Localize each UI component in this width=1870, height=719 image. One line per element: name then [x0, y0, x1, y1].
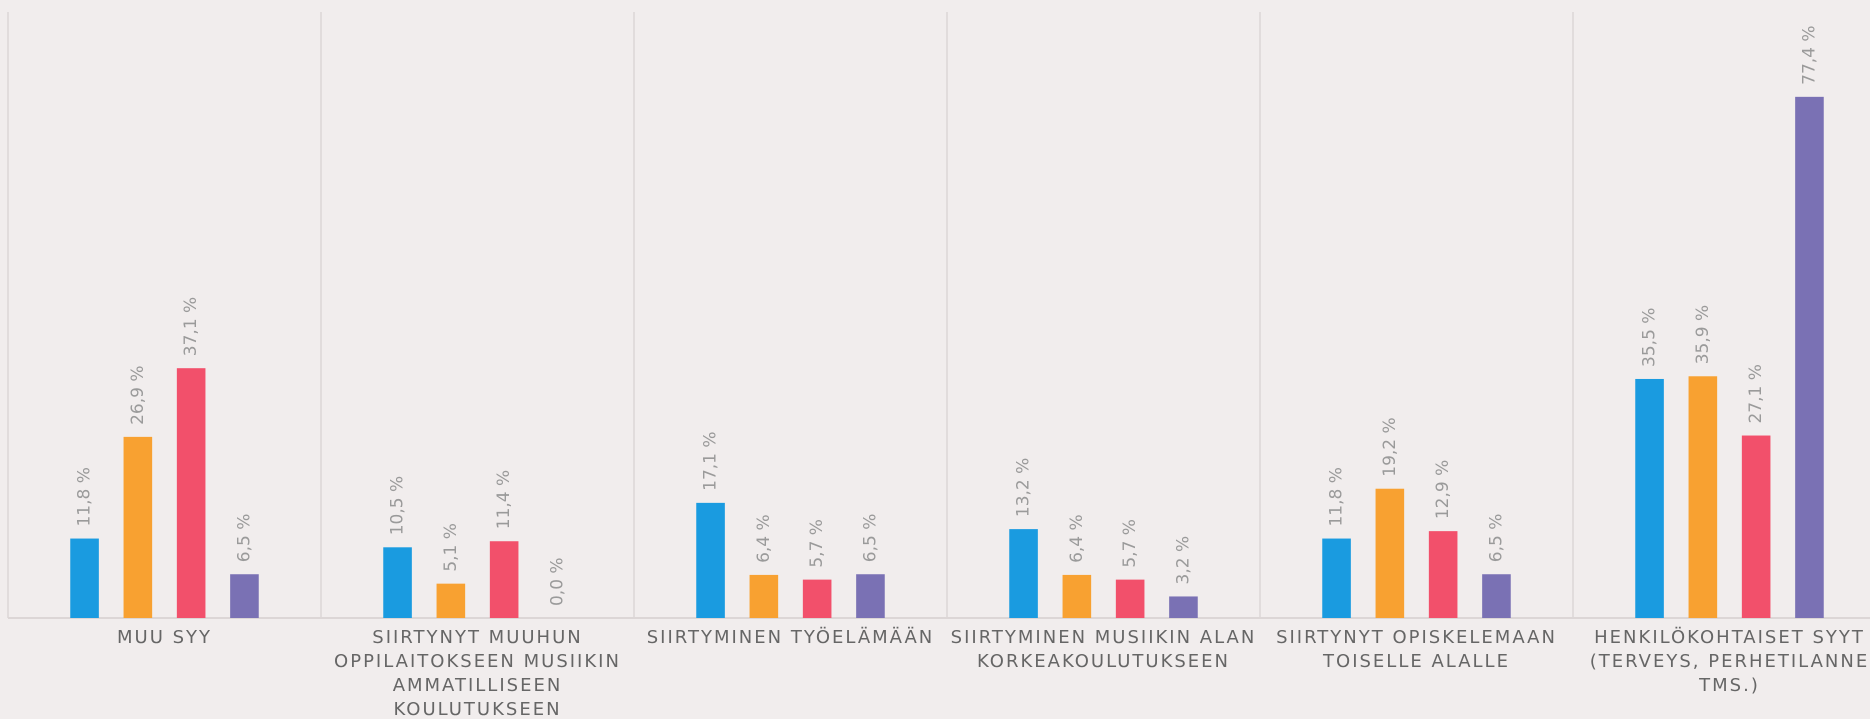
value-label: 3,2 % — [1173, 536, 1193, 585]
value-label: 0,0 % — [547, 557, 567, 606]
bar — [70, 538, 99, 618]
value-label: 37,1 % — [181, 297, 201, 356]
value-label: 11,8 % — [1327, 467, 1347, 526]
value-label: 27,1 % — [1746, 364, 1766, 423]
value-label: 11,8 % — [75, 467, 95, 526]
value-label: 35,9 % — [1693, 305, 1713, 364]
x-tick-label: HENKILÖKOHTAISET SYYT (TERVEYS, PERHETIL… — [1589, 627, 1870, 696]
bar — [1688, 376, 1718, 618]
bar — [802, 579, 832, 618]
bar — [176, 368, 206, 618]
value-label: 10,5 % — [388, 476, 408, 535]
bar — [1375, 488, 1405, 618]
value-label: 5,7 % — [1120, 519, 1140, 568]
x-tick-label: SIIRTYMINEN TYÖELÄMÄÄN — [646, 627, 935, 648]
value-label: 17,1 % — [701, 431, 721, 490]
bar — [1741, 435, 1771, 618]
bar — [1322, 538, 1351, 618]
value-label: 6,4 % — [754, 514, 774, 563]
bar — [1062, 574, 1092, 618]
bar — [489, 541, 519, 618]
bar — [230, 574, 259, 618]
bar — [696, 502, 725, 618]
bar — [749, 574, 779, 618]
value-label: 6,5 % — [234, 514, 254, 563]
x-tick-label: SIIRTYMINEN MUSIIKIN ALAN KORKEAKOULUTUK… — [950, 627, 1257, 672]
bar — [1115, 579, 1145, 618]
bar — [1169, 596, 1198, 618]
value-label: 6,5 % — [1486, 514, 1506, 563]
value-label: 19,2 % — [1380, 417, 1400, 476]
bar — [1428, 531, 1458, 618]
value-label: 12,9 % — [1433, 460, 1453, 519]
value-label: 11,4 % — [494, 470, 514, 529]
value-label: 5,7 % — [807, 519, 827, 568]
bar — [383, 547, 412, 618]
value-label: 35,5 % — [1640, 308, 1660, 367]
bar — [1009, 529, 1038, 618]
value-label: 26,9 % — [128, 365, 148, 424]
bar — [856, 574, 885, 618]
value-label: 13,2 % — [1014, 458, 1034, 517]
x-tick-label: MUU SYY — [116, 627, 213, 648]
bar — [1482, 574, 1511, 618]
bar — [1795, 96, 1824, 619]
x-tick-label: SIIRTYNYT OPISKELEMAAN TOISELLE ALALLE — [1276, 627, 1557, 672]
x-tick-label: SIIRTYNYT MUUHUN OPPILAITOKSEEN MUSIIKIN… — [334, 627, 621, 719]
value-label: 6,4 % — [1067, 514, 1087, 563]
bar — [1635, 378, 1664, 618]
value-label: 77,4 % — [1799, 25, 1819, 84]
value-label: 6,5 % — [860, 514, 880, 563]
bar — [123, 436, 153, 618]
value-label: 5,1 % — [441, 523, 461, 572]
bar — [436, 583, 466, 618]
